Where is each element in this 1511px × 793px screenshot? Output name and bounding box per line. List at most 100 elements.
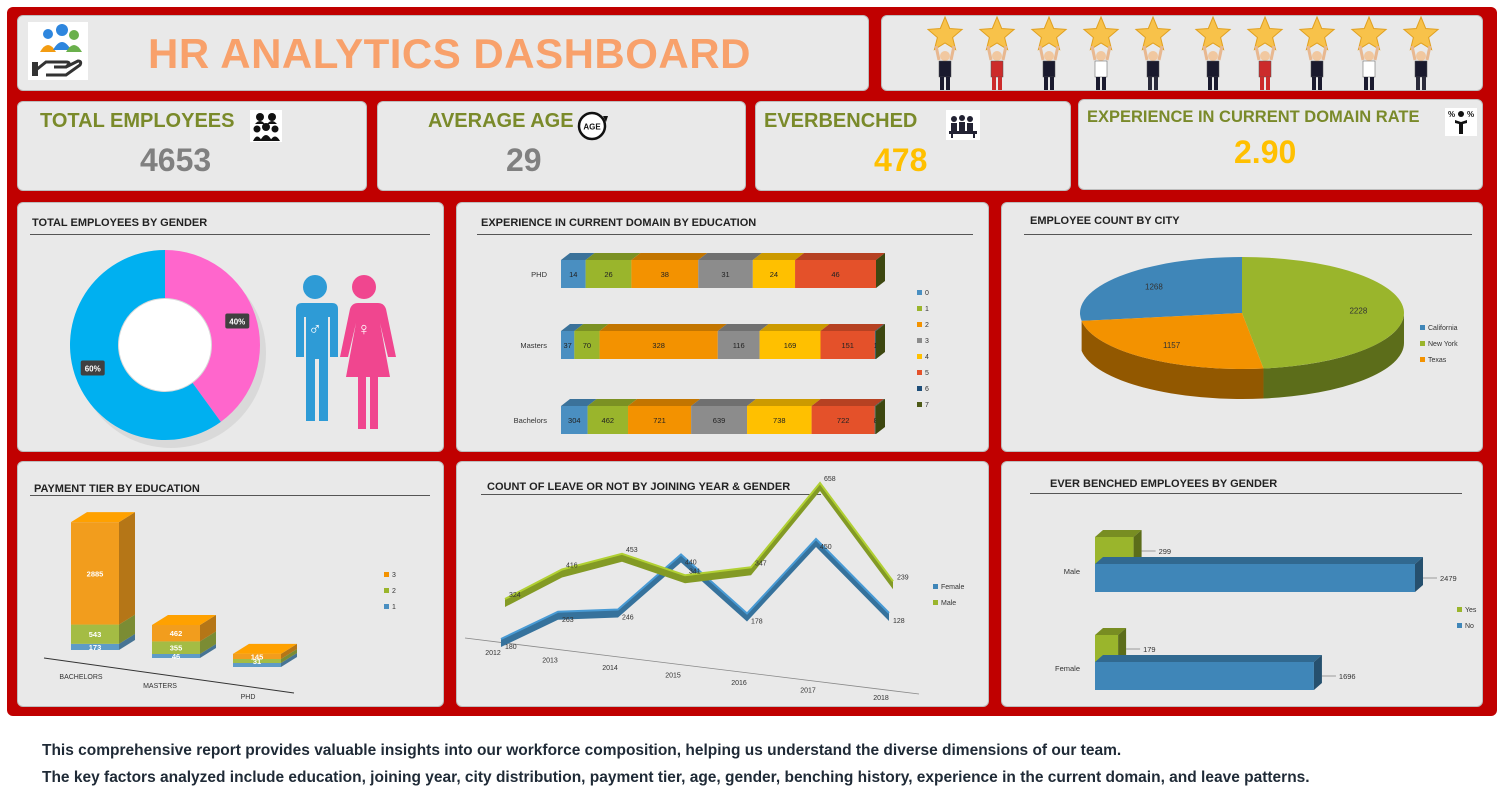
- exp-bar-segment: [874, 331, 876, 359]
- person-head: [1416, 51, 1426, 61]
- exp-bar-label: 26: [604, 270, 612, 279]
- donut-slice-female: [165, 250, 260, 422]
- exp-bar-segment: [587, 406, 629, 434]
- exp-bar-top: [561, 399, 597, 406]
- person-leg-left: [940, 77, 944, 90]
- city-legend-swatch: [1420, 341, 1425, 346]
- exp-bar-label: 70: [583, 341, 591, 350]
- person-body: [1414, 60, 1428, 78]
- person-leg-right: [1214, 77, 1218, 90]
- exp-bar-label: 24: [770, 270, 778, 279]
- exp-bar-label: 169: [784, 341, 797, 350]
- exp-bar-segment: [820, 331, 875, 359]
- pay-column-front: [233, 663, 281, 667]
- exp-bar-segment: [752, 260, 796, 288]
- exp-bar-top: [631, 253, 708, 260]
- person-leg-left: [1096, 77, 1100, 90]
- exp-bar-segment: [574, 331, 600, 359]
- pay-column-side: [200, 644, 216, 658]
- city-pie-slice-new-york: [1242, 257, 1405, 369]
- leave-chart-title: COUNT OF LEAVE OR NOT BY JOINING YEAR & …: [487, 481, 791, 493]
- person-body: [1258, 60, 1272, 78]
- leave-value-label: 128: [893, 618, 905, 625]
- person-body: [1146, 60, 1160, 78]
- arm-left: [934, 45, 941, 61]
- city-pie-side-texas: [1081, 320, 1264, 399]
- exp-bar-top: [561, 253, 595, 260]
- gender-chart-panel: TOTAL EMPLOYEES BY GENDER 40% 60% ♂ ♀: [17, 202, 444, 452]
- pay-column-top: [71, 512, 135, 523]
- bench-people-icon: [946, 110, 980, 140]
- exp-bar-label: 8: [874, 416, 878, 425]
- exp-bar-label: 116: [733, 341, 745, 350]
- pay-column-label: 31: [253, 657, 261, 666]
- female-figure-icon: ♀: [340, 275, 396, 429]
- leave-legend-swatch: [933, 600, 938, 605]
- arm-left: [1254, 45, 1261, 61]
- bench-bar-side: [1118, 628, 1127, 663]
- exp-bar-segment: [795, 260, 876, 288]
- pay-column-label: 543: [89, 630, 102, 639]
- person-leg-left: [1312, 77, 1316, 90]
- exp-bar-top: [875, 324, 885, 331]
- star-person-figure: [927, 16, 964, 90]
- city-pie-slice-california: [1080, 257, 1242, 321]
- exp-bar-top: [811, 399, 884, 406]
- exp-legend-label: 3: [925, 338, 929, 345]
- male-figure-icon: ♂: [296, 275, 338, 421]
- exp-legend-swatch: [917, 386, 922, 391]
- exp-bar-label: 1: [874, 341, 878, 350]
- dashboard-title: HR ANALYTICS DASHBOARD: [148, 30, 751, 77]
- bench-legend-swatch: [1457, 607, 1462, 612]
- male-symbol: ♂: [308, 319, 322, 339]
- bench-legend-label: No: [1465, 623, 1474, 630]
- leave-value-label: 450: [820, 544, 832, 551]
- arm-left: [1038, 45, 1045, 61]
- bench-value-label: 299: [1159, 547, 1172, 556]
- arm-right: [1217, 45, 1224, 61]
- star-person-figure: [1082, 16, 1120, 90]
- person-body: [938, 60, 952, 78]
- pay-legend-label: 2: [392, 588, 396, 595]
- exp-category-label: Bachelors: [514, 416, 548, 425]
- city-legend-label: California: [1428, 325, 1458, 332]
- bench-value-label: 2479: [1440, 574, 1457, 583]
- person-leg-left: [1044, 77, 1048, 90]
- exp-bar-label: 31: [721, 270, 729, 279]
- exp-edu-chart-rule: [477, 234, 973, 235]
- payment-chart-title: PAYMENT TIER BY EDUCATION: [34, 483, 200, 495]
- person-leg-left: [1208, 77, 1212, 90]
- city-pie-label: 2228: [1349, 306, 1367, 315]
- star-shape: [1402, 16, 1440, 51]
- exp-bar-segment: [561, 406, 588, 434]
- star-person-figure: [1246, 16, 1284, 90]
- person-head: [1208, 51, 1218, 61]
- benched-chart-panel: EVER BENCHED EMPLOYEES BY GENDER Male 299…: [1001, 461, 1483, 707]
- exp-legend-swatch: [917, 322, 922, 327]
- person-head: [1364, 51, 1374, 61]
- person-head: [1096, 51, 1106, 61]
- leave-year-label: 2013: [542, 658, 558, 665]
- donut-label-box: [225, 313, 250, 329]
- exp-bar-label: 46: [831, 270, 839, 279]
- bench-bar-no: [1095, 564, 1415, 592]
- pay-legend-label: 1: [392, 604, 396, 611]
- person-head: [1260, 51, 1270, 61]
- arm-right: [1321, 45, 1328, 61]
- exp-category-label: Masters: [520, 341, 547, 350]
- leave-value-label: 658: [824, 476, 836, 483]
- person-head: [940, 51, 950, 61]
- leave-value-label: 440: [685, 560, 697, 567]
- person-leg-right: [1422, 77, 1426, 90]
- kpi-everbenched-card: EVERBENCHED 478: [755, 101, 1071, 191]
- leave-chart-rule: [481, 494, 821, 495]
- leave-value-label: 263: [562, 617, 574, 624]
- pay-category-label: MASTERS: [143, 683, 177, 690]
- bench-legend-label: Yes: [1465, 607, 1477, 614]
- city-pie-label: 1157: [1163, 341, 1181, 350]
- pay-column-front: [71, 643, 119, 650]
- bench-value-label: 1696: [1339, 672, 1356, 681]
- exp-bar-top: [587, 399, 638, 406]
- svg-text:%: %: [1467, 110, 1474, 119]
- person-leg-right: [1266, 77, 1270, 90]
